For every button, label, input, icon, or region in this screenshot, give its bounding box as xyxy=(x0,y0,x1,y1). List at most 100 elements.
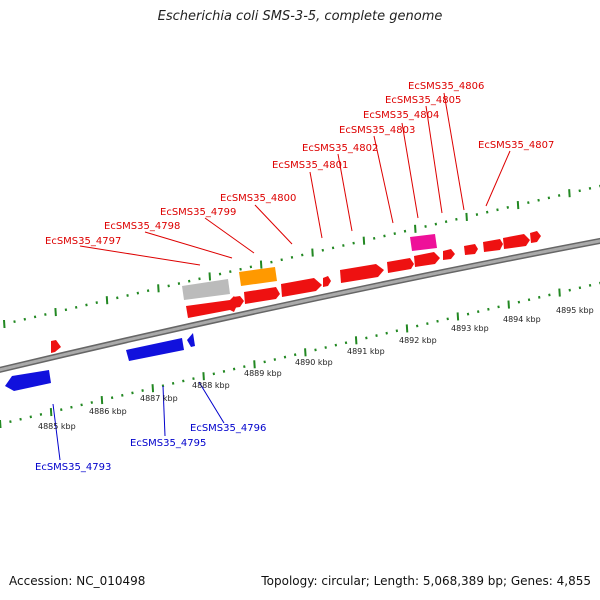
gene-label[interactable]: EcSMS35_4803 xyxy=(339,125,415,136)
tick-mark xyxy=(232,367,236,371)
tick-mark xyxy=(49,407,53,417)
tick-mark xyxy=(44,313,47,316)
genome-title: Escherichia coli SMS-3-5, complete genom… xyxy=(157,9,443,24)
tick-mark xyxy=(171,381,175,385)
tick-mark xyxy=(270,260,273,264)
gene-label[interactable]: EcSMS35_4795 xyxy=(130,438,206,449)
gene-feature[interactable] xyxy=(530,231,541,243)
tick-mark xyxy=(290,255,294,259)
orange-feature[interactable] xyxy=(239,267,277,286)
gene-feature[interactable] xyxy=(244,287,280,304)
tick-mark xyxy=(249,265,253,269)
gene-label[interactable]: EcSMS35_4805 xyxy=(385,95,461,106)
lower-tick-track xyxy=(0,281,600,429)
tick-mark xyxy=(243,365,246,369)
tick-mark xyxy=(383,234,386,238)
tick-mark xyxy=(218,272,222,276)
tick-mark xyxy=(507,300,510,309)
gene-feature[interactable] xyxy=(464,244,478,255)
tick-mark xyxy=(126,294,129,297)
tick-mark xyxy=(239,267,242,271)
gene-feature[interactable] xyxy=(414,252,440,267)
gene-label[interactable]: EcSMS35_4798 xyxy=(104,221,180,232)
tick-mark xyxy=(344,341,348,345)
tick-mark xyxy=(212,372,216,376)
gene-feature[interactable] xyxy=(483,239,503,252)
gene-feature[interactable] xyxy=(233,296,244,308)
tick-mark xyxy=(365,336,368,340)
tick-mark xyxy=(497,305,500,309)
kbp-label: 4891 kbp xyxy=(347,347,385,356)
reverse-features xyxy=(5,333,195,391)
gene-label[interactable]: EcSMS35_4796 xyxy=(190,423,266,434)
gene-label[interactable]: EcSMS35_4801 xyxy=(272,160,348,171)
gene-feature[interactable] xyxy=(187,333,195,347)
gene-label[interactable]: EcSMS35_4802 xyxy=(302,143,378,154)
tick-mark xyxy=(547,196,551,200)
gene-label[interactable]: EcSMS35_4793 xyxy=(35,462,111,473)
tick-mark xyxy=(506,206,509,209)
forward-callouts xyxy=(79,92,511,266)
tick-mark xyxy=(393,232,396,235)
gene-label[interactable]: EcSMS35_4807 xyxy=(478,140,554,151)
tick-mark xyxy=(141,389,144,392)
tick-mark xyxy=(80,403,83,407)
tick-mark xyxy=(485,210,489,214)
tick-mark xyxy=(54,308,57,317)
genome-summary: Topology: circular; Length: 5,068,389 bp… xyxy=(261,574,591,588)
tick-mark xyxy=(146,289,150,293)
reverse-label-group: EcSMS35_4793 EcSMS35_4795 EcSMS35_4796 xyxy=(35,423,266,473)
tick-mark xyxy=(105,296,109,305)
tick-mark xyxy=(588,283,592,287)
tick-mark xyxy=(304,348,307,357)
tick-mark xyxy=(496,208,499,212)
tick-mark xyxy=(395,329,399,333)
kbp-label: 4892 kbp xyxy=(399,336,437,345)
tick-mark xyxy=(60,408,63,412)
tick-mark xyxy=(273,358,277,361)
tick-mark xyxy=(293,353,297,357)
tick-mark xyxy=(324,346,327,349)
tick-mark xyxy=(208,272,212,281)
gene-label[interactable]: EcSMS35_4806 xyxy=(408,81,484,92)
gene-feature[interactable] xyxy=(387,258,414,273)
gene-feature[interactable] xyxy=(323,276,331,287)
tick-mark xyxy=(33,315,37,319)
gene-feature[interactable] xyxy=(126,338,184,361)
tick-mark xyxy=(538,295,541,299)
tick-mark xyxy=(475,213,479,216)
gene-feature[interactable] xyxy=(51,340,61,353)
tick-mark xyxy=(426,322,429,326)
tick-mark xyxy=(263,360,266,364)
tick-mark xyxy=(354,336,358,345)
gene-feature[interactable] xyxy=(503,234,530,249)
gene-feature[interactable] xyxy=(186,296,238,318)
gray-feature[interactable] xyxy=(182,279,230,300)
gene-label[interactable]: EcSMS35_4797 xyxy=(45,236,121,247)
tick-mark xyxy=(456,312,460,321)
gene-label[interactable]: EcSMS35_4804 xyxy=(363,110,439,121)
tick-mark xyxy=(131,391,134,395)
gene-feature[interactable] xyxy=(443,249,455,260)
gene-feature[interactable] xyxy=(281,278,322,297)
tick-mark xyxy=(198,277,201,281)
tick-mark xyxy=(253,360,256,369)
tick-mark xyxy=(527,298,531,302)
kbp-label: 4885 kbp xyxy=(38,422,76,431)
tick-mark xyxy=(19,417,22,421)
gene-feature[interactable] xyxy=(5,370,51,391)
tick-mark xyxy=(85,303,88,307)
tick-mark xyxy=(3,319,6,329)
gene-label[interactable]: EcSMS35_4800 xyxy=(220,193,296,204)
tick-mark xyxy=(116,296,119,300)
tick-mark xyxy=(0,419,2,429)
pink-feature[interactable] xyxy=(410,234,437,251)
gene-feature[interactable] xyxy=(340,264,384,283)
gene-label[interactable]: EcSMS35_4799 xyxy=(160,207,236,218)
kbp-label: 4889 kbp xyxy=(244,369,282,378)
tick-mark xyxy=(487,307,490,311)
tick-mark xyxy=(95,301,98,304)
tick-mark xyxy=(434,222,438,226)
tick-mark xyxy=(466,312,470,316)
tick-mark xyxy=(403,229,407,233)
